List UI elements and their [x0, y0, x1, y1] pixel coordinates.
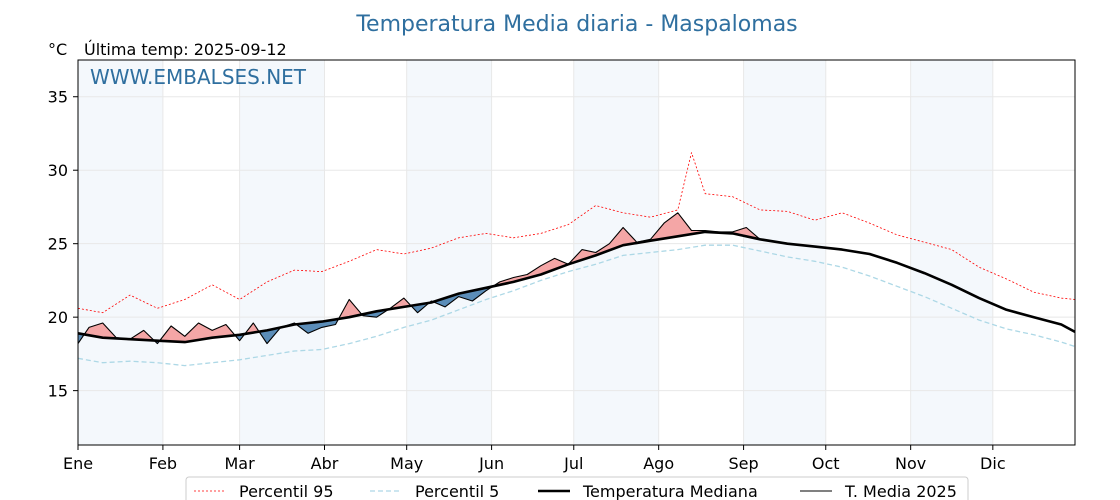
month-bands	[78, 60, 993, 445]
legend-label: Temperatura Mediana	[582, 482, 758, 500]
x-tick-label: Jun	[478, 454, 504, 473]
anomaly-below-fill	[434, 286, 493, 307]
month-band-may	[406, 60, 492, 445]
y-tick-label: 20	[48, 308, 68, 327]
unit-label: °C	[48, 40, 67, 59]
y-axis: 15 20 25 30 35	[48, 88, 78, 401]
y-tick-label: 15	[48, 382, 68, 401]
x-tick-label: Nov	[895, 454, 926, 473]
series-line-t-media-2025	[77, 212, 761, 345]
legend-label: T. Media 2025	[844, 482, 957, 500]
month-band-nov	[910, 60, 993, 445]
chart-title: Temperatura Media diaria - Maspalomas	[355, 12, 797, 37]
legend-box	[185, 476, 969, 500]
series-lines	[77, 152, 1076, 367]
anomaly-below-fill	[297, 318, 340, 334]
legend-label: Percentil 5	[415, 482, 499, 500]
x-tick-label: Mar	[225, 454, 256, 473]
month-band-mar	[239, 60, 325, 445]
last-temp-label: Última temp: 2025-09-12	[84, 40, 287, 59]
x-axis: Ene Feb Mar Abr May Jun Jul Ago Sep Oct Nov Dic	[63, 445, 1006, 473]
x-tick-label: Sep	[729, 454, 759, 473]
legend-label: Percentil 95	[239, 482, 334, 500]
watermark-text: WWW.EMBALSES.NET	[90, 65, 307, 89]
series-line-percentil-95	[77, 152, 1076, 314]
legend: Percentil 95 Percentil 5 Temperatura Media…	[185, 476, 969, 500]
plot-frame	[77, 59, 1076, 446]
y-tick-label: 25	[48, 235, 68, 254]
x-tick-label: Jul	[563, 454, 583, 473]
month-band-sep	[743, 60, 826, 445]
x-tick-label: Ene	[63, 454, 93, 473]
y-tick-label: 35	[48, 88, 68, 107]
x-tick-label: Abr	[311, 454, 339, 473]
month-band-ene	[78, 60, 163, 445]
series-line-percentil-5	[77, 244, 1076, 367]
anomaly-above-fill	[160, 323, 236, 343]
x-tick-label: Ago	[643, 454, 674, 473]
anomaly-above-fill	[339, 299, 363, 319]
anomaly-above-fill	[492, 212, 761, 287]
gridlines	[77, 60, 1075, 445]
x-tick-label: Dic	[980, 454, 1006, 473]
anomaly-above-fill	[84, 323, 155, 341]
x-tick-label: Oct	[812, 454, 840, 473]
y-tick-label: 30	[48, 161, 68, 180]
x-tick-label: May	[390, 454, 423, 473]
x-tick-label: Feb	[149, 454, 177, 473]
